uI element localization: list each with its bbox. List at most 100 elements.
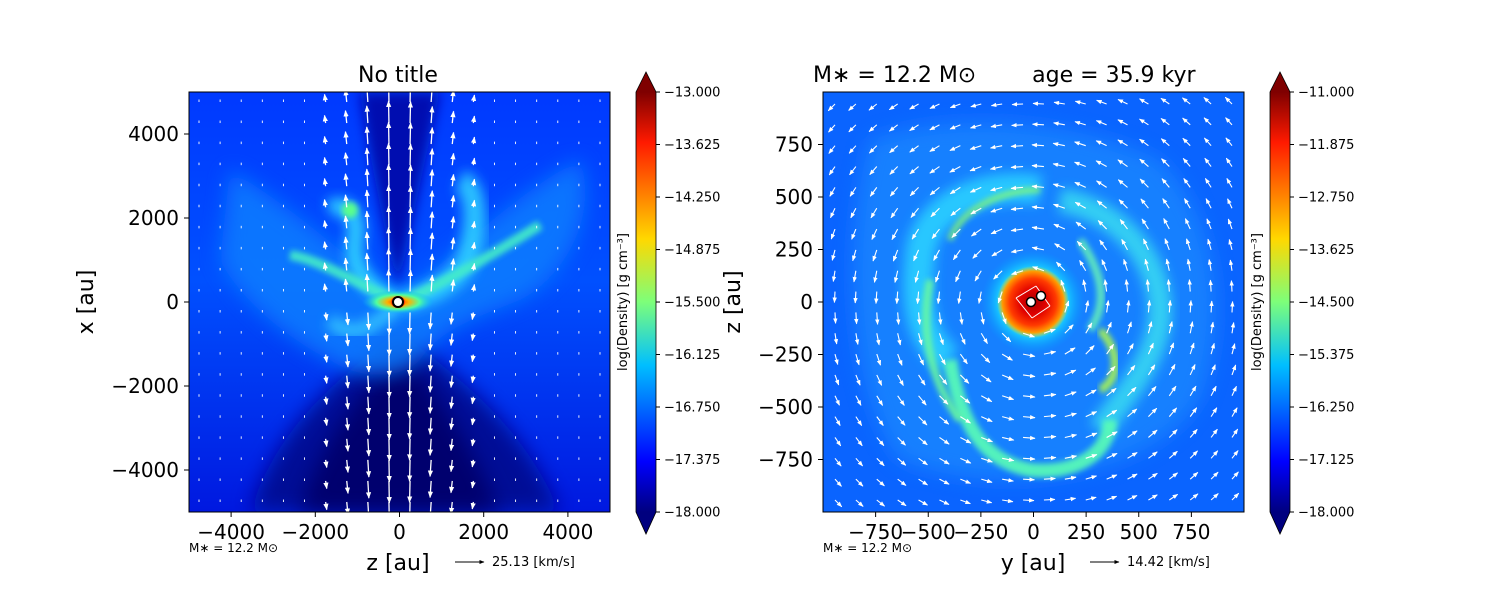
- right-velocity-arrow: [971, 228, 982, 237]
- left-velocity-arrow: [407, 333, 413, 356]
- right-velocity-arrow: [1189, 385, 1197, 397]
- right-velocity-arrow: [1168, 429, 1178, 438]
- left-y-tick-label: −4000: [111, 458, 179, 482]
- left-velocity-arrow: [470, 333, 476, 342]
- left-velocity-arrow: [407, 206, 414, 229]
- right-y-tick-label: −750: [758, 448, 813, 472]
- left-velocity-arrow: [343, 131, 349, 145]
- left-velocity-arrow: [449, 480, 455, 494]
- right-velocity-arrow: [1022, 373, 1036, 379]
- right-velocity-arrow: [848, 124, 857, 133]
- left-colorbar-tick-label: −13.625: [664, 138, 720, 153]
- right-velocity-arrow: [960, 478, 972, 484]
- left-velocity-arrow: [364, 168, 370, 187]
- left-velocity-arrow: [429, 126, 435, 145]
- left-velocity-arrow: [343, 173, 349, 187]
- right-velocity-arrow: [1231, 471, 1239, 480]
- right-quiver-key-label: 14.42 [km/s]: [1127, 555, 1210, 570]
- right-velocity-arrow: [897, 499, 907, 507]
- right-velocity-arrow: [1231, 450, 1239, 459]
- right-velocity-arrow: [897, 353, 903, 366]
- left-x-tick-label: 4000: [542, 520, 593, 544]
- right-velocity-arrow: [960, 436, 972, 444]
- right-velocity-arrow: [1144, 258, 1149, 271]
- left-y-tick-label: 0: [166, 290, 179, 314]
- right-velocity-arrow: [1231, 428, 1239, 438]
- right-velocity-arrow: [969, 124, 982, 129]
- left-velocity-arrow: [322, 135, 328, 145]
- left-y-tick-label: −2000: [111, 374, 179, 398]
- right-velocity-arrow: [990, 102, 1003, 108]
- left-x-tick-label: −2000: [281, 520, 349, 544]
- right-velocity-arrow: [918, 457, 928, 466]
- right-velocity-arrow: [1043, 350, 1057, 355]
- right-velocity-arrow: [828, 145, 836, 154]
- right-velocity-arrow: [1106, 366, 1116, 376]
- right-velocity-arrow: [931, 228, 940, 239]
- right-velocity-arrow: [830, 228, 836, 240]
- right-velocity-arrow: [876, 437, 885, 446]
- right-velocity-arrow: [1074, 141, 1086, 147]
- right-velocity-arrow: [1119, 219, 1128, 230]
- right-velocity-arrow: [1011, 270, 1024, 275]
- right-velocity-arrow: [893, 270, 899, 283]
- right-velocity-arrow: [1064, 454, 1078, 460]
- right-x-axis-label: y [au]: [1001, 551, 1066, 576]
- right-velocity-arrow: [960, 499, 971, 505]
- right-velocity-arrow: [1053, 121, 1065, 126]
- right-velocity-arrow: [834, 457, 842, 467]
- left-velocity-arrow: [429, 148, 435, 166]
- right-velocity-arrow: [1206, 218, 1212, 230]
- right-velocity-arrow: [876, 478, 885, 487]
- right-velocity-arrow: [990, 207, 1003, 213]
- right-velocity-arrow: [1010, 249, 1024, 254]
- left-velocity-arrow: [427, 333, 434, 351]
- right-velocity-arrow: [913, 249, 920, 262]
- right-velocity-arrow: [1085, 475, 1098, 480]
- right-velocity-arrow: [875, 333, 881, 346]
- right-velocity-arrow: [1210, 364, 1216, 376]
- right-velocity-arrow: [1023, 498, 1035, 503]
- left-colorbar-label: log(Density) [g cm⁻³]: [616, 233, 631, 371]
- right-velocity-arrow: [960, 395, 971, 404]
- right-velocity-arrow: [1064, 347, 1076, 355]
- left-velocity-arrow: [407, 122, 414, 145]
- left-velocity-arrow: [322, 283, 328, 292]
- left-velocity-arrow: [429, 274, 435, 292]
- left-velocity-arrow: [344, 459, 351, 473]
- right-velocity-arrow: [1210, 385, 1217, 397]
- right-velocity-arrow: [1064, 412, 1077, 418]
- left-velocity-arrow: [427, 312, 434, 330]
- right-velocity-arrow: [1189, 407, 1198, 417]
- right-velocity-arrow: [1231, 492, 1240, 501]
- right-velocity-arrow: [951, 228, 961, 238]
- left-velocity-arrow: [470, 178, 477, 187]
- right-velocity-arrow: [1160, 97, 1170, 105]
- right-velocity-arrow: [1161, 158, 1170, 167]
- right-colorbar: −11.000 −11.875 −12.750 −13.625 −14.500 −15.3…: [1250, 71, 1354, 535]
- left-velocity-arrow: [449, 459, 455, 473]
- right-velocity-arrow: [980, 312, 985, 325]
- left-velocity-arrow: [407, 396, 413, 419]
- right-velocity-arrow: [1139, 118, 1149, 126]
- right-velocity-arrow: [989, 165, 1003, 171]
- right-x-tick-label: 250: [1067, 520, 1105, 544]
- right-velocity-arrow: [990, 186, 1003, 192]
- right-velocity-arrow: [918, 416, 928, 426]
- right-velocity-arrow: [1230, 322, 1236, 334]
- right-velocity-arrow: [1101, 259, 1108, 271]
- right-velocity-arrow: [1231, 364, 1237, 376]
- right-velocity-arrow: [831, 270, 837, 283]
- left-velocity-arrow: [344, 354, 351, 368]
- right-velocity-arrow: [1186, 258, 1192, 271]
- right-velocity-arrow: [1052, 203, 1066, 209]
- right-velocity-arrow: [832, 291, 837, 304]
- right-velocity-arrow: [848, 103, 857, 111]
- left-velocity-arrow: [322, 262, 328, 271]
- left-velocity-arrow: [323, 396, 329, 406]
- left-velocity-arrow: [470, 94, 477, 103]
- right-velocity-arrow: [1189, 471, 1199, 480]
- right-velocity-arrow: [990, 228, 1003, 235]
- right-velocity-arrow: [1023, 415, 1036, 420]
- right-velocity-arrow: [1064, 475, 1077, 481]
